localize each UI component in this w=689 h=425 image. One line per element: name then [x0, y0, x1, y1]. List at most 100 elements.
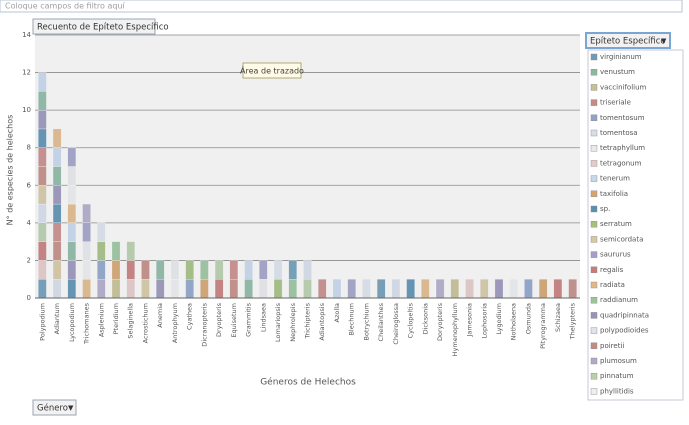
x-tick-label: Dicranopteris	[200, 302, 208, 346]
legend-entry: tomentosum	[600, 114, 645, 122]
legend-swatch	[590, 129, 598, 137]
y-tick-label: 8	[27, 144, 31, 152]
x-tick-label: Adiantum	[53, 303, 61, 334]
legend-field-label: Epíteto Específico	[590, 37, 666, 47]
legend-entry: saururus	[600, 251, 631, 259]
legend-swatch	[590, 357, 598, 365]
bar	[436, 279, 445, 298]
legend-swatch	[590, 84, 598, 91]
bar	[539, 279, 548, 298]
legend-swatch	[590, 99, 598, 106]
legend-swatch	[590, 342, 598, 349]
legend-swatch	[590, 220, 598, 228]
bar	[465, 279, 474, 298]
bar	[288, 260, 297, 298]
legend-swatch	[590, 205, 598, 213]
bar	[362, 279, 371, 298]
legend-swatch	[590, 114, 598, 122]
dropdown-arrow: ▼	[661, 37, 667, 45]
bar	[450, 279, 459, 298]
x-tick-label: Pityrogramma	[539, 303, 547, 349]
legend-swatch	[590, 281, 598, 289]
bar	[97, 222, 106, 298]
x-tick-label: Cyathea	[186, 303, 194, 330]
x-tick-label: Trichipteris	[304, 302, 312, 339]
x-tick-label: Acrostichum	[141, 303, 149, 343]
x-tick-label: Selaginella	[127, 303, 135, 339]
legend-entry: tenerum	[600, 175, 630, 183]
bar	[318, 279, 327, 298]
legend-entry: virginianum	[600, 53, 642, 61]
row-field-label: Género	[37, 403, 68, 414]
legend-swatch	[590, 297, 598, 304]
x-tick-label: Dicksonia	[421, 303, 429, 334]
x-tick-label: Notholaena	[510, 303, 518, 340]
bar	[480, 279, 489, 298]
bar	[141, 260, 150, 298]
legend-swatch	[590, 312, 598, 319]
legend-entry: regalis	[600, 266, 624, 274]
legend-swatch	[590, 68, 598, 76]
bar	[332, 279, 342, 298]
y-tick-label: 14	[22, 31, 31, 39]
legend-swatch	[590, 388, 598, 395]
x-axis-label: Géneros de Helechos	[260, 377, 356, 388]
x-tick-label: Equisetum	[230, 303, 238, 338]
chart-title: Recuento de Epíteto Específico	[37, 23, 169, 33]
x-tick-label: Asplenium	[97, 303, 105, 337]
y-tick-label: 2	[27, 256, 31, 264]
bar	[391, 279, 400, 298]
bar	[38, 72, 47, 298]
y-axis-label: N° de especies de helechos	[6, 115, 15, 226]
bar	[347, 279, 356, 298]
legend-entry: raddianum	[600, 296, 638, 304]
bar	[259, 260, 268, 298]
filter-bar[interactable]	[0, 0, 683, 13]
bar	[200, 260, 209, 298]
x-tick-label: Hymenophyllum	[451, 303, 459, 356]
bar	[126, 241, 135, 298]
legend-box	[587, 49, 684, 401]
bar	[377, 279, 386, 298]
legend-entry: tetragonum	[600, 159, 642, 167]
bar	[421, 279, 430, 298]
dropdown-arrow: ▼	[68, 404, 74, 412]
legend-entry: quadripinnata	[600, 311, 649, 319]
legend-entry: polypodioides	[600, 327, 649, 335]
row-field-button[interactable]	[32, 399, 77, 416]
x-tick-label: Pteridium	[112, 303, 120, 334]
x-tick-label: Lycopodium	[68, 303, 76, 342]
legend-swatch	[590, 160, 598, 167]
bar	[156, 260, 165, 298]
bar	[568, 279, 577, 298]
bar	[185, 260, 194, 298]
x-tick-label: Blechnum	[348, 303, 356, 336]
legend-entry: triseriale	[600, 99, 631, 107]
bar	[494, 279, 504, 298]
legend-field-button[interactable]	[585, 32, 671, 49]
x-tick-label: Osmunda	[524, 303, 532, 334]
bar	[273, 260, 283, 298]
x-tick-label: Antrophyum	[171, 303, 179, 343]
x-tick-label: Cyclopeltis	[407, 302, 415, 338]
legend-entry: sp.	[600, 205, 610, 213]
bar	[509, 279, 518, 298]
x-tick-label: Lophosoria	[480, 303, 488, 339]
x-tick-label: Cheiroglossa	[392, 303, 400, 345]
x-tick-label: Lomariopsis	[274, 302, 282, 342]
legend-entry: poiretii	[600, 342, 624, 350]
x-tick-label: Cheilanthes	[377, 302, 385, 341]
legend-entry: semicordata	[600, 235, 643, 243]
legend-swatch	[590, 53, 598, 61]
y-tick-label: 10	[22, 106, 31, 114]
x-tick-label: Dryopteris	[215, 302, 223, 337]
legend-swatch	[590, 327, 598, 334]
y-tick-label: 12	[22, 69, 31, 77]
legend-swatch	[590, 236, 598, 243]
bar	[244, 260, 253, 298]
x-tick-label: Trichomanes	[83, 302, 91, 345]
title-button[interactable]	[32, 18, 156, 35]
legend-entry: taxifolia	[600, 190, 628, 198]
